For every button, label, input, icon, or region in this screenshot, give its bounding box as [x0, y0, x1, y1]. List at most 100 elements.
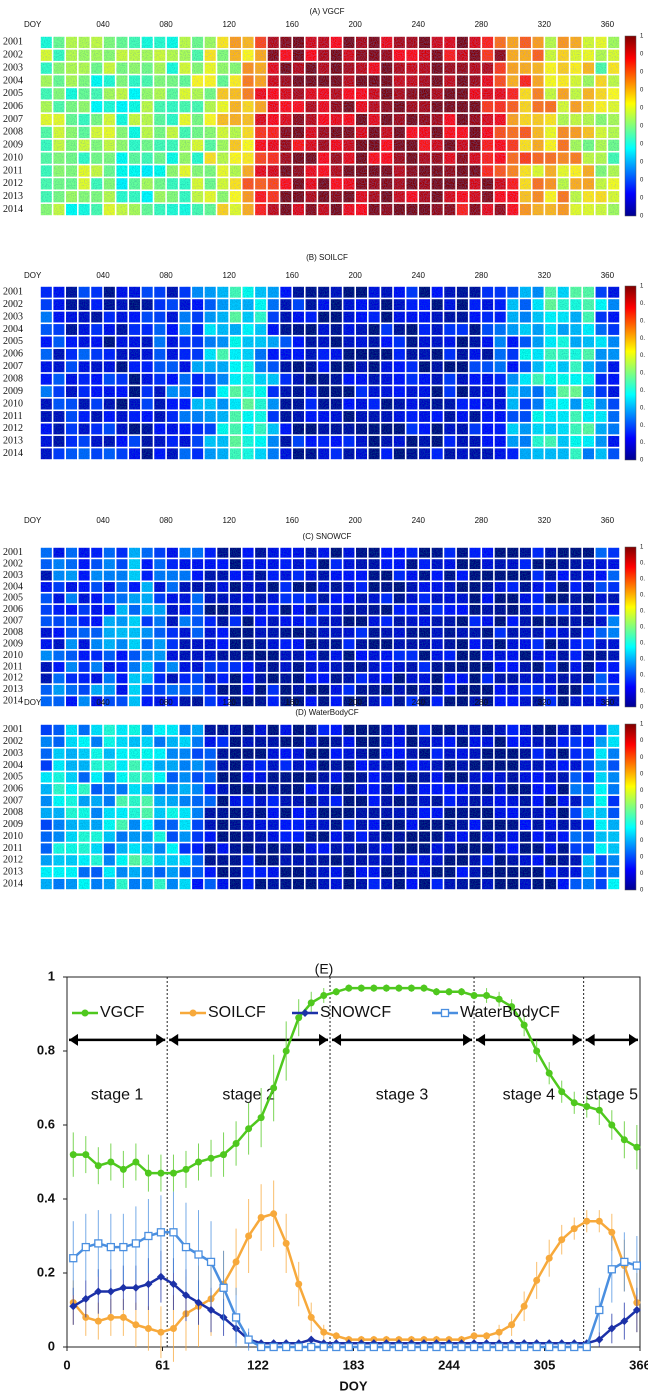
- tile: [142, 616, 153, 626]
- point: [558, 1236, 565, 1243]
- tile: [167, 312, 178, 323]
- tile: [306, 37, 317, 48]
- tile: [331, 349, 342, 360]
- tile: [230, 386, 241, 397]
- tile: [318, 337, 329, 348]
- tile: [53, 843, 64, 853]
- tile: [79, 685, 90, 695]
- tile: [457, 386, 468, 397]
- tile: [306, 725, 317, 735]
- tile: [66, 191, 77, 202]
- doy-tick-label: 200: [349, 698, 363, 707]
- tile: [394, 127, 405, 138]
- tile: [243, 127, 254, 138]
- tile: [268, 178, 279, 189]
- tile: [243, 662, 254, 672]
- tile: [41, 674, 52, 684]
- tile: [419, 88, 430, 99]
- tile: [507, 628, 518, 638]
- point: [621, 1136, 628, 1143]
- colorbar-label: 0: [640, 458, 644, 464]
- tile: [558, 337, 569, 348]
- tile: [79, 749, 90, 759]
- tile: [369, 594, 380, 604]
- tile: [192, 37, 203, 48]
- tile: [394, 337, 405, 348]
- tile: [570, 559, 581, 569]
- tile: [116, 855, 127, 865]
- tile: [507, 386, 518, 397]
- tile: [545, 140, 556, 151]
- tile: [583, 50, 594, 61]
- point: [233, 1314, 240, 1321]
- point: [132, 1240, 139, 1247]
- tile: [205, 559, 216, 569]
- tile: [154, 50, 165, 61]
- tile: [280, 204, 291, 215]
- year-label: 2003: [3, 62, 23, 73]
- tile: [268, 639, 279, 649]
- tile: [356, 436, 367, 447]
- tile: [280, 571, 291, 581]
- tile: [419, 424, 430, 435]
- tile: [545, 204, 556, 215]
- tile: [230, 760, 241, 770]
- tile: [558, 411, 569, 422]
- tile: [66, 312, 77, 323]
- tile: [608, 436, 619, 447]
- tile: [79, 760, 90, 770]
- point: [95, 1162, 102, 1169]
- tile: [343, 178, 354, 189]
- tile: [116, 140, 127, 151]
- tile: [91, 436, 102, 447]
- tile: [432, 399, 443, 410]
- tile: [343, 772, 354, 782]
- tile: [558, 879, 569, 889]
- tile: [482, 37, 493, 48]
- tile: [129, 685, 140, 695]
- tile: [545, 287, 556, 298]
- tile: [205, 165, 216, 176]
- tile: [583, 337, 594, 348]
- colorbar-label: 0: [640, 705, 644, 711]
- tile: [116, 820, 127, 830]
- tile: [293, 88, 304, 99]
- tile: [583, 808, 594, 818]
- tile: [230, 37, 241, 48]
- tile: [217, 749, 228, 759]
- tile: [230, 737, 241, 747]
- tile: [444, 287, 455, 298]
- point: [245, 1125, 252, 1132]
- tile: [116, 374, 127, 385]
- tile: [583, 287, 594, 298]
- tile: [306, 436, 317, 447]
- tile: [243, 832, 254, 842]
- colorbar-label: 0: [640, 160, 644, 166]
- tile: [419, 361, 430, 372]
- tile: [406, 374, 417, 385]
- tile: [507, 436, 518, 447]
- point: [496, 1329, 503, 1336]
- tile: [558, 448, 569, 459]
- tile: [381, 879, 392, 889]
- tile: [116, 571, 127, 581]
- tile: [293, 140, 304, 151]
- tile: [104, 349, 115, 360]
- tile: [129, 75, 140, 86]
- tile: [533, 140, 544, 151]
- tile: [369, 324, 380, 335]
- tile: [495, 772, 506, 782]
- tile: [583, 582, 594, 592]
- tile: [91, 324, 102, 335]
- x-tick-label: 122: [247, 1357, 269, 1372]
- tile: [469, 178, 480, 189]
- tile: [192, 772, 203, 782]
- tile: [583, 639, 594, 649]
- year-label: 2014: [3, 204, 23, 215]
- tile: [293, 867, 304, 877]
- tile: [507, 832, 518, 842]
- tile: [104, 594, 115, 604]
- tile: [608, 399, 619, 410]
- tile: [268, 75, 279, 86]
- tile: [406, 760, 417, 770]
